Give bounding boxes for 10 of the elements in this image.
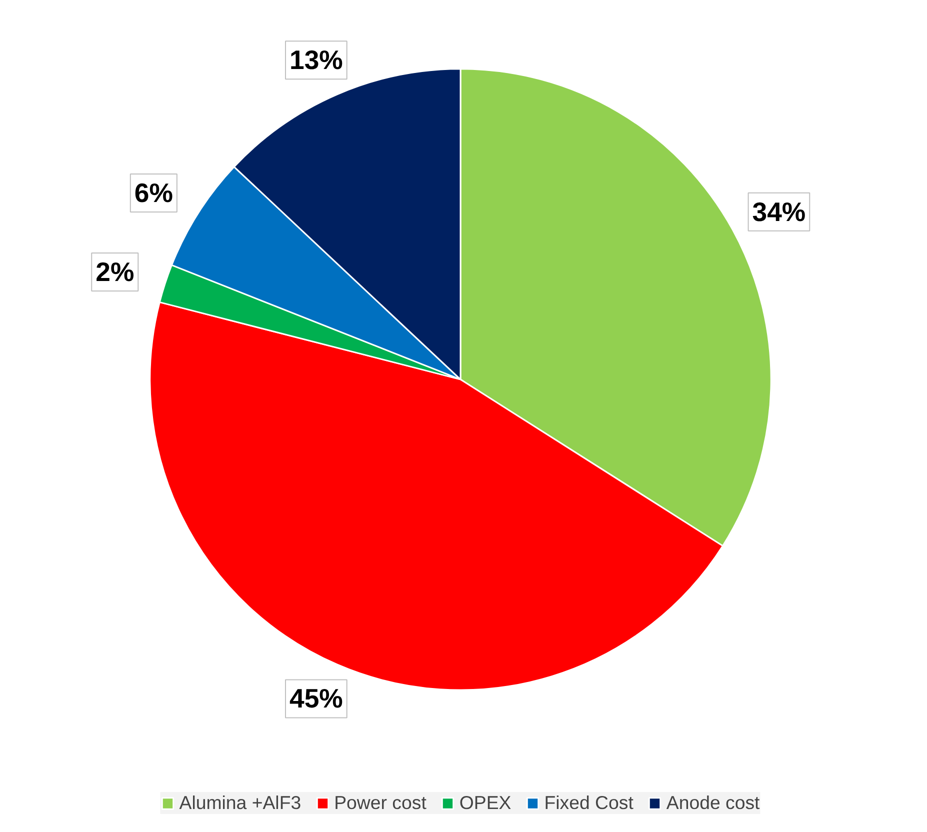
data-label: 13% [289,45,343,76]
legend-label: Fixed Cost [544,792,634,814]
data-label: 6% [134,178,173,208]
legend-label: Alumina +AlF3 [179,792,302,814]
data-label: 34% [752,196,806,227]
legend-label: Anode cost [666,792,760,814]
data-label: 45% [289,684,343,714]
legend-label: OPEX [459,792,512,814]
legend-label: Power cost [334,792,426,814]
data-label: 2% [96,256,134,287]
